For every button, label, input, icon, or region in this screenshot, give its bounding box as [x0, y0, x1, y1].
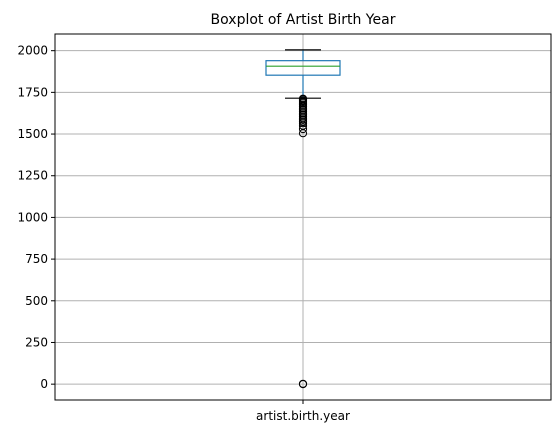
axis-layer: 0 250 500 750 1000 1250 1500 1750 2000 artist.bir…	[17, 44, 350, 423]
x-tick-label: artist.birth.year	[256, 409, 350, 423]
y-tick-label: 1250	[17, 169, 48, 183]
y-tick-label: 750	[25, 252, 48, 266]
y-tick-label: 0	[40, 377, 48, 391]
y-tick-label: 1000	[17, 210, 48, 224]
y-tick-label: 500	[25, 294, 48, 308]
iqr-box	[265, 60, 341, 76]
y-tick-label: 1750	[17, 85, 48, 99]
y-tick-label: 250	[25, 335, 48, 349]
plot-frame	[54, 33, 552, 401]
outlier-point	[298, 94, 308, 103]
chart-title: Boxplot of Artist Birth Year	[211, 12, 396, 28]
box-layer	[265, 49, 341, 389]
y-tick-label: 2000	[17, 44, 48, 58]
outlier-point	[298, 379, 308, 388]
y-tick-label: 1500	[17, 127, 48, 141]
